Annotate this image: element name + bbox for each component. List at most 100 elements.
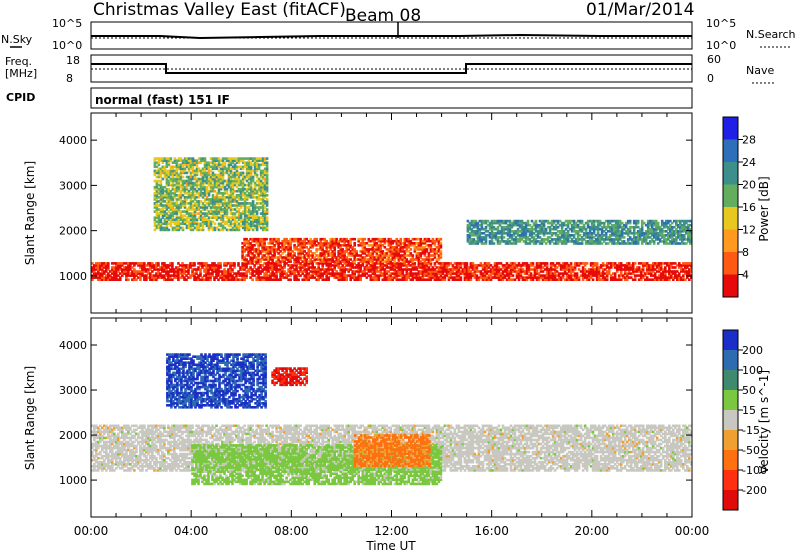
heatmap-cell — [577, 268, 581, 271]
heatmap-cell — [379, 260, 383, 263]
heatmap-cell — [261, 248, 264, 251]
heatmap-cell — [449, 270, 453, 273]
heatmap-cell — [435, 252, 439, 255]
heatmap-cell — [243, 250, 246, 253]
heatmap-cell — [523, 278, 527, 281]
heatmap-cell — [259, 159, 263, 162]
heatmap-cell — [259, 260, 262, 263]
heatmap-cell — [539, 274, 543, 277]
heatmap-cell — [615, 270, 619, 273]
heatmap-cell — [211, 157, 215, 160]
heatmap-cell — [185, 161, 189, 164]
heatmap-cell — [488, 234, 492, 237]
heatmap-cell — [217, 189, 221, 193]
heatmap-cell — [227, 165, 231, 169]
heatmap-cell — [583, 270, 587, 273]
heatmap-cell — [257, 179, 261, 183]
heatmap-cell — [225, 196, 229, 199]
heatmap-cell — [217, 212, 221, 215]
heatmap-cell — [223, 167, 227, 171]
heatmap-cell — [343, 254, 346, 257]
heatmap-cell — [259, 239, 262, 243]
heatmap-cell — [163, 165, 167, 169]
heatmap-cell — [153, 196, 157, 199]
heatmap-cell — [165, 220, 169, 224]
heatmap-cell — [293, 254, 296, 257]
heatmap-cell — [243, 214, 247, 217]
heatmap-cell — [217, 204, 221, 207]
heatmap-cell — [395, 237, 399, 241]
heatmap-cell — [217, 224, 221, 228]
heatmap-cell — [325, 252, 328, 255]
heatmap-cell — [169, 212, 173, 215]
heatmap-cell — [666, 278, 669, 281]
heatmap-cell — [137, 264, 140, 267]
heatmap-cell — [235, 177, 239, 181]
heatmap-cell — [331, 268, 334, 271]
heatmap-cell — [189, 194, 193, 197]
heatmap-cell — [241, 159, 245, 162]
heatmap-cell — [520, 234, 524, 237]
heatmap-cell — [253, 218, 257, 221]
heatmap-cell — [239, 224, 243, 228]
heatmap-cell — [261, 196, 265, 199]
heatmap-cell — [211, 216, 215, 219]
heatmap-cell — [209, 189, 213, 193]
heatmap-cell — [429, 268, 433, 271]
heatmap-cell — [247, 196, 251, 199]
heatmap-cell — [413, 248, 417, 251]
heatmap-cell — [480, 219, 484, 223]
heatmap-cell — [567, 278, 571, 281]
heatmap-cell — [321, 268, 324, 271]
heatmap-cell — [433, 252, 437, 255]
heatmap-cell — [265, 163, 269, 167]
heatmap-cell — [303, 278, 306, 281]
heatmap-cell — [459, 264, 463, 267]
heatmap-cell — [629, 268, 633, 271]
heatmap-cell — [405, 266, 409, 269]
heatmap-cell — [257, 222, 261, 226]
heatmap-cell — [263, 163, 267, 167]
heatmap-cell — [343, 260, 346, 263]
heatmap-cell — [161, 212, 165, 215]
heatmap-cell — [325, 248, 328, 251]
heatmap-cell — [105, 276, 108, 279]
heatmap-cell — [319, 237, 322, 241]
heatmap-cell — [177, 185, 181, 189]
heatmap-cell — [325, 264, 328, 267]
heatmap-cell — [538, 227, 542, 231]
heatmap-cell — [359, 244, 362, 247]
heatmap-cell — [241, 222, 245, 226]
heatmap-cell — [333, 250, 336, 253]
heatmap-cell — [645, 262, 649, 265]
heatmap-cell — [345, 262, 348, 265]
heatmap-cell — [177, 208, 181, 211]
heatmap-cell — [215, 276, 218, 279]
heatmap-cell — [345, 244, 348, 247]
heatmap-cell — [251, 274, 254, 277]
heatmap-cell — [351, 272, 354, 275]
heatmap-cell — [255, 258, 258, 261]
heatmap-cell — [301, 260, 304, 263]
heatmap-cell — [379, 266, 383, 269]
heatmap-cell — [239, 214, 243, 217]
heatmap-cell — [411, 268, 415, 271]
heatmap-cell — [647, 266, 651, 269]
heatmap-cell — [377, 276, 381, 279]
heatmap-cell — [507, 276, 511, 279]
heatmap-cell — [183, 264, 186, 267]
heatmap-cell — [468, 221, 472, 225]
heatmap-cell — [153, 206, 157, 209]
heatmap-cell — [227, 216, 231, 219]
heatmap-cell — [147, 272, 150, 275]
heatmap-cell — [257, 254, 260, 257]
heatmap-cell — [257, 216, 261, 219]
heatmap-cell — [195, 212, 199, 215]
heatmap-cell — [497, 270, 501, 273]
heatmap-cell — [127, 270, 130, 273]
heatmap-cell — [569, 264, 573, 267]
heatmap-cell — [155, 157, 159, 160]
heatmap-cell — [343, 258, 346, 261]
heatmap-cell — [516, 232, 520, 235]
heatmap-cell — [502, 230, 506, 233]
